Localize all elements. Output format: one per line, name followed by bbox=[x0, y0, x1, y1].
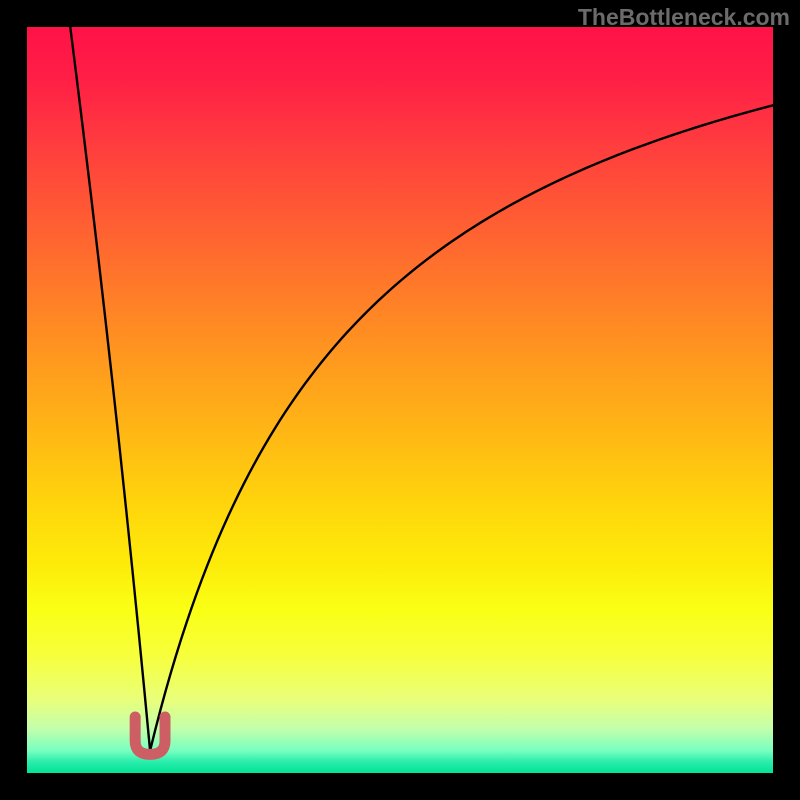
plot-svg bbox=[27, 27, 773, 773]
plot-area bbox=[27, 27, 773, 773]
chart-container: TheBottleneck.com bbox=[0, 0, 800, 800]
